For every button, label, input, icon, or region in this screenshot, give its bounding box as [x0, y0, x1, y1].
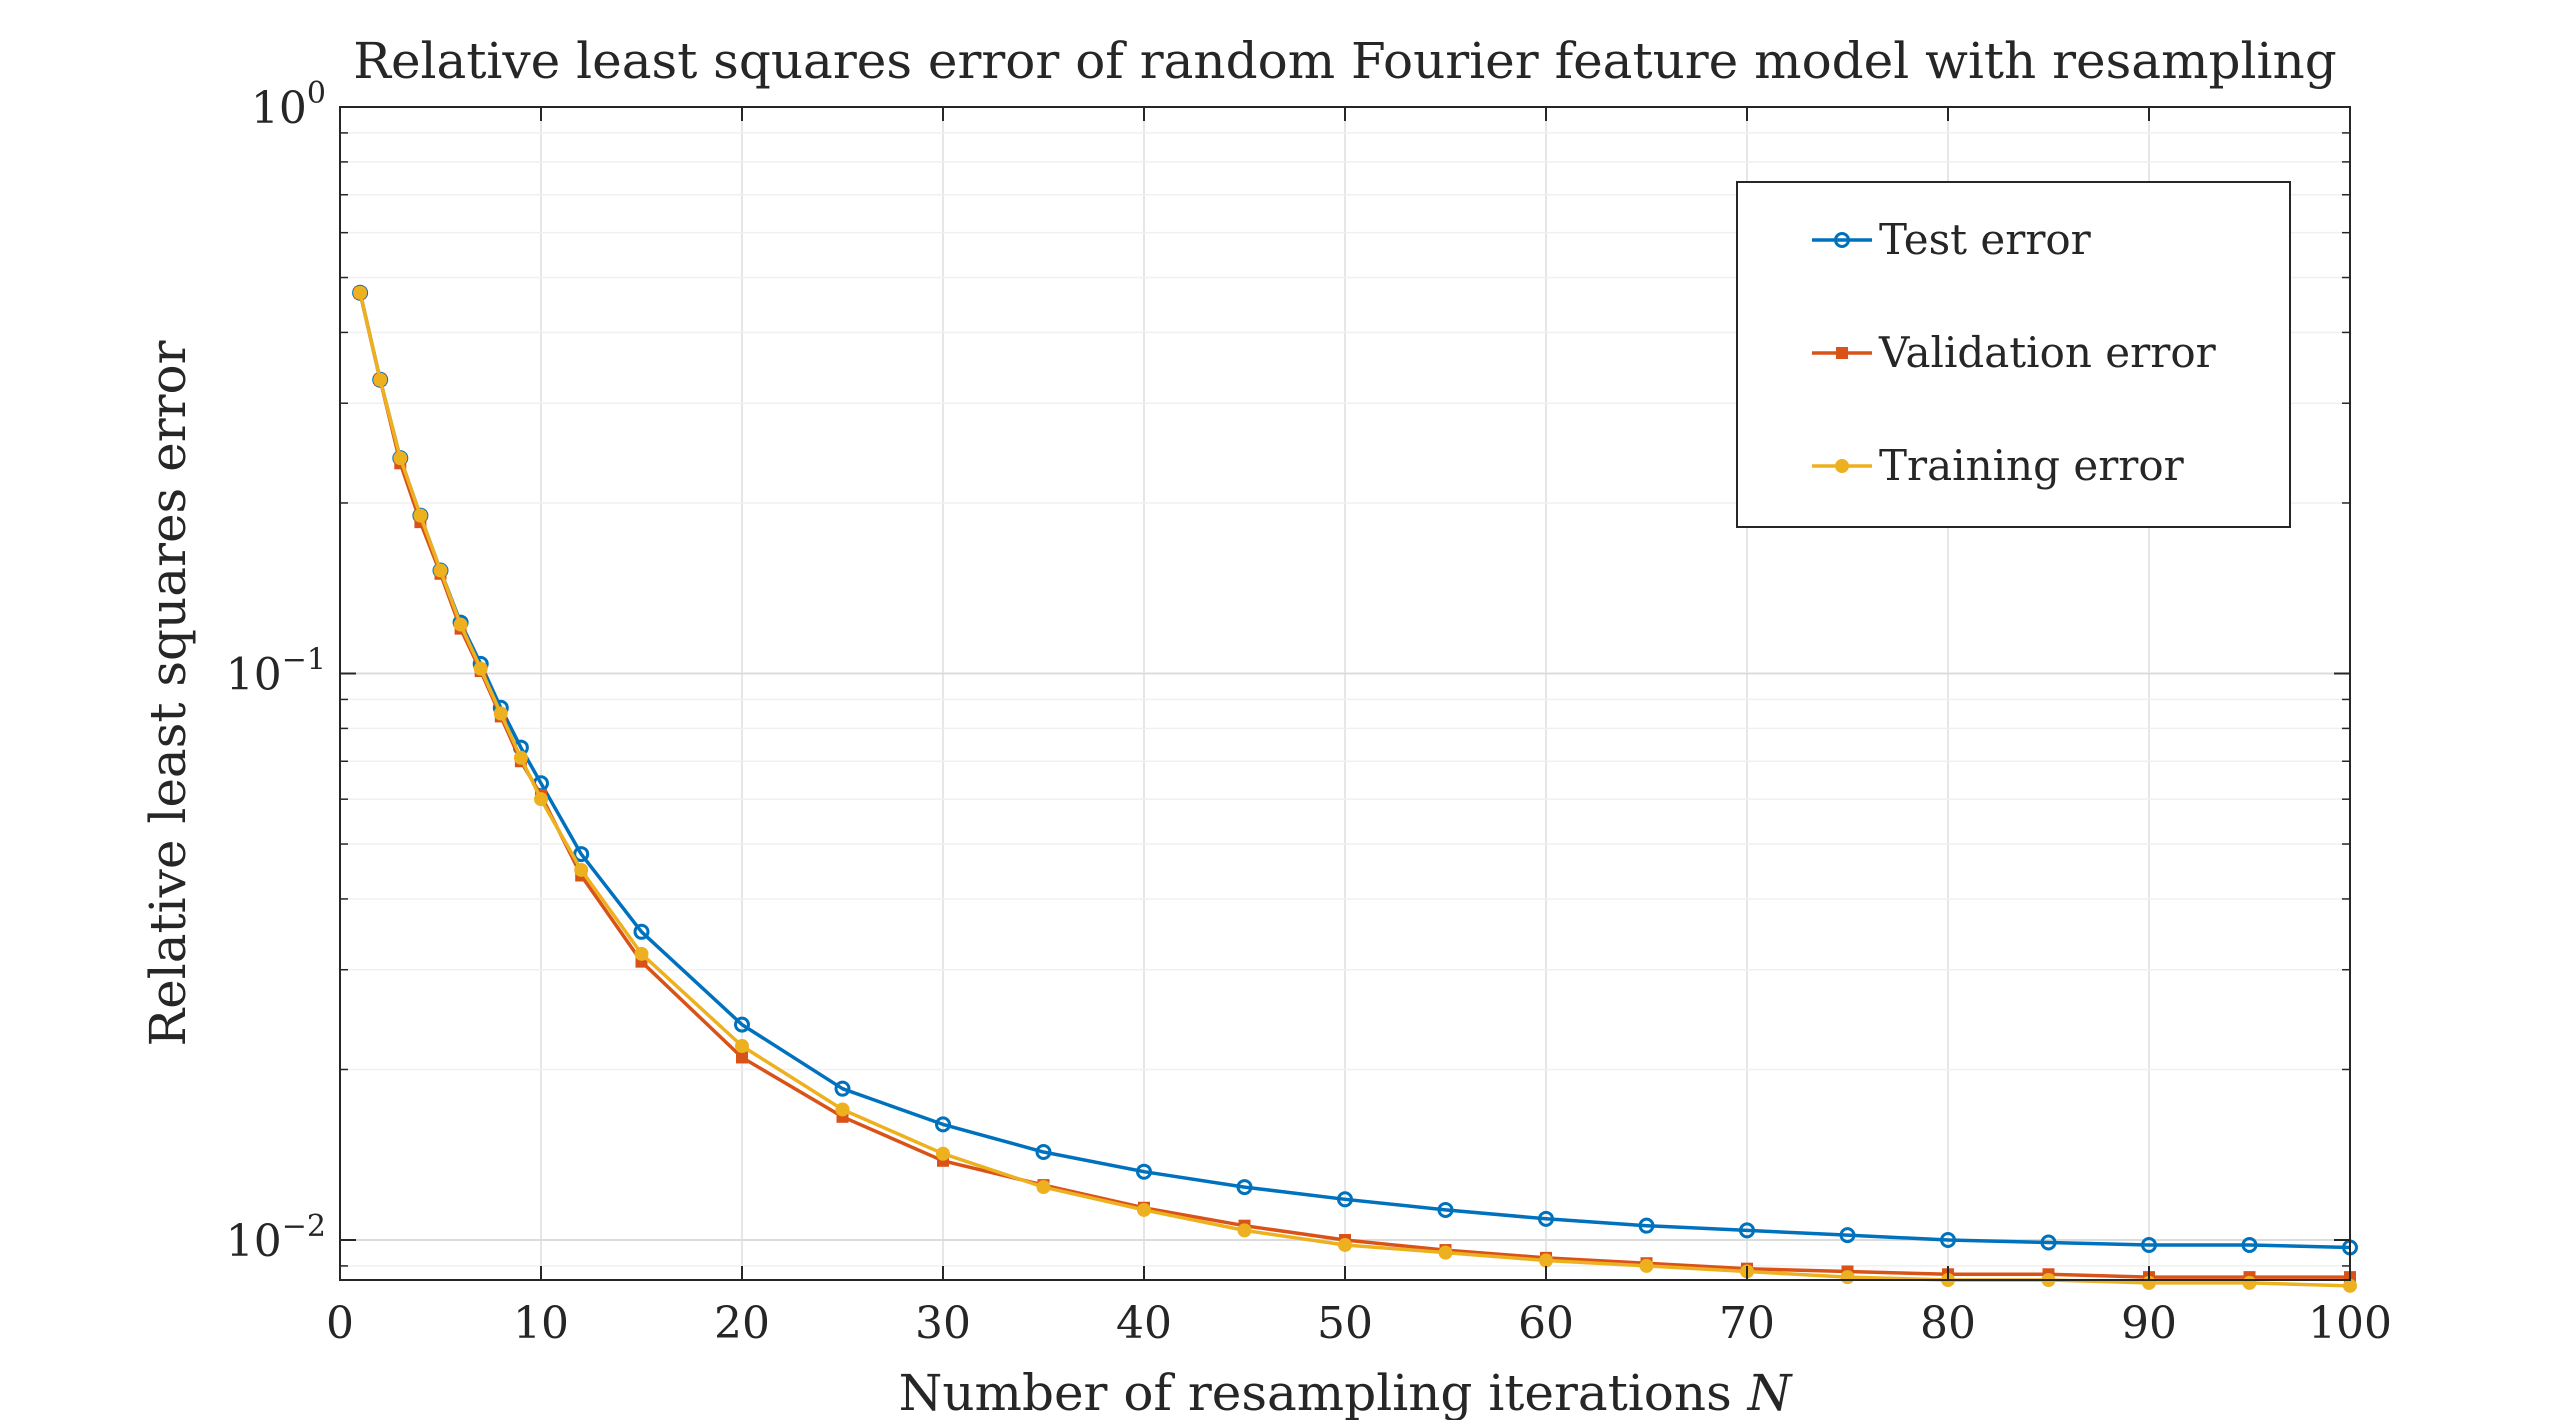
circle-marker — [1638, 1217, 1655, 1234]
y-axis-label: Relative least squares error — [139, 340, 197, 1046]
circle-marker — [633, 923, 650, 940]
x-tick-label: 0 — [326, 1298, 354, 1349]
dot-marker — [513, 750, 528, 765]
x-tick-label: 10 — [513, 1298, 569, 1349]
legend-entry: Test error — [1812, 215, 2092, 264]
circle-marker — [2241, 1236, 2258, 1253]
legend-entries: Test error Validation error Training error — [1812, 215, 2217, 490]
legend-label: Test error — [1879, 215, 2092, 264]
x-tick-label: 60 — [1518, 1298, 1574, 1349]
circle-marker — [1538, 1210, 1554, 1227]
dot-marker — [433, 563, 448, 578]
series-training-error — [353, 285, 2357, 1293]
dot-marker — [2343, 1278, 2357, 1293]
y-tick-label: 10−1 — [226, 643, 326, 701]
legend: Test error Validation error Training error — [1736, 181, 2291, 528]
circle-marker — [573, 846, 590, 863]
circle-marker — [2040, 1234, 2057, 1251]
dot-marker — [1639, 1258, 1654, 1273]
x-tick-label: 30 — [915, 1298, 971, 1349]
dot-marker — [835, 1102, 850, 1117]
dot-marker — [1438, 1245, 1453, 1260]
legend-label: Training error — [1879, 441, 2185, 490]
dot-marker — [574, 862, 589, 877]
circle-marker — [935, 1116, 951, 1133]
x-axis-label: Number of resampling iterations N — [899, 1364, 1794, 1420]
y-tick-label: 100 — [251, 76, 326, 134]
dot-marker — [936, 1146, 950, 1161]
dot-marker — [1539, 1253, 1553, 1268]
dot-marker — [1338, 1237, 1352, 1252]
dot-marker — [534, 792, 548, 807]
dot-marker — [1840, 1270, 1855, 1285]
x-tick-label: 50 — [1317, 1298, 1373, 1349]
chart-title: Relative least squares error of random F… — [353, 32, 2336, 90]
dot-marker — [353, 285, 368, 300]
square-marker — [1836, 347, 1848, 359]
legend-entry: Validation error — [1812, 328, 2217, 377]
circle-marker — [1839, 1227, 1856, 1244]
circle-marker — [2141, 1236, 2157, 1253]
dot-marker — [453, 617, 468, 632]
series-layer — [352, 284, 2358, 1293]
circle-marker — [1136, 1163, 1152, 1180]
x-tick-label: 100 — [2308, 1298, 2392, 1349]
circle-marker — [1940, 1232, 1956, 1249]
circle-marker — [834, 1080, 851, 1097]
dot-marker — [473, 661, 488, 676]
dot-marker — [2242, 1275, 2257, 1290]
x-tick-label: 90 — [2121, 1298, 2177, 1349]
square-marker — [736, 1051, 748, 1064]
legend-label: Validation error — [1878, 328, 2217, 377]
dot-marker — [1137, 1202, 1151, 1217]
x-tick-label: 80 — [1920, 1298, 1976, 1349]
x-tick-label: 70 — [1719, 1298, 1775, 1349]
circle-marker — [1739, 1222, 1755, 1239]
axis-ticks: 0 10 20 30 40 50 60 70 80 90 100 100 10−1 10−2 — [226, 76, 2392, 1349]
circle-marker — [1035, 1144, 1052, 1161]
dot-marker — [735, 1039, 749, 1054]
dot-marker — [1237, 1223, 1252, 1238]
circle-marker — [1236, 1179, 1253, 1196]
dot-marker — [373, 372, 388, 387]
circle-marker — [1337, 1191, 1353, 1208]
circle-marker — [734, 1016, 750, 1033]
dot-marker — [493, 706, 508, 721]
y-tick-label: 10−2 — [226, 1209, 326, 1267]
dot-marker — [634, 946, 649, 961]
dot-marker — [393, 451, 408, 466]
dot-marker — [1036, 1180, 1051, 1195]
legend-entry: Training error — [1812, 441, 2185, 490]
dot-marker — [1835, 459, 1849, 473]
circle-marker — [1437, 1201, 1454, 1218]
x-tick-label: 40 — [1116, 1298, 1172, 1349]
dot-marker — [413, 508, 428, 523]
x-tick-label: 20 — [714, 1298, 770, 1349]
circle-marker — [1834, 232, 1850, 248]
